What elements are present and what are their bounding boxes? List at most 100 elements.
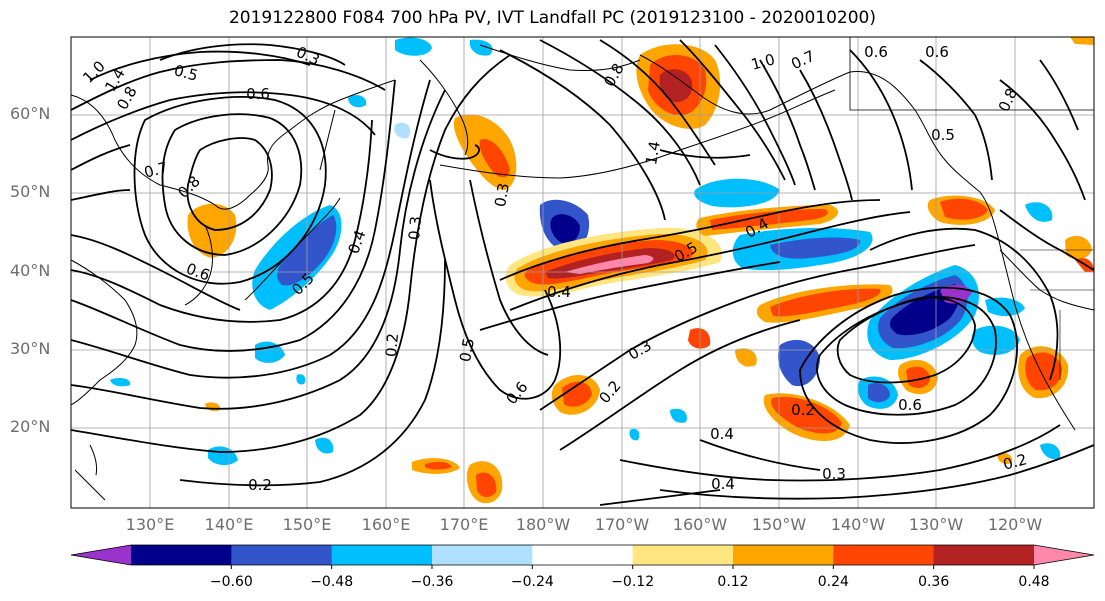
contour-line bbox=[1039, 59, 1079, 131]
longitude-label: 170°W bbox=[594, 515, 650, 534]
aleutian-chain bbox=[439, 89, 836, 179]
contour-line bbox=[429, 179, 562, 400]
contour-label: 1.0 bbox=[749, 50, 777, 74]
contour-line bbox=[89, 50, 311, 81]
colorbar-segment bbox=[833, 545, 935, 565]
contour-label: 1.4 bbox=[642, 140, 664, 167]
contour-line bbox=[469, 179, 549, 356]
contour-line bbox=[539, 244, 976, 411]
coastlines bbox=[71, 37, 1094, 501]
contour-line bbox=[559, 319, 801, 451]
korea-coastline bbox=[184, 224, 213, 306]
colorbar-segment bbox=[331, 545, 433, 565]
colorbar-extend-low bbox=[71, 545, 131, 565]
longitude-label: 160°E bbox=[361, 515, 411, 534]
contour-label: 0.3 bbox=[491, 182, 513, 209]
contour-line bbox=[599, 39, 716, 166]
colorbar-segment bbox=[632, 545, 734, 565]
latitude-label: 40°N bbox=[10, 261, 51, 280]
positive-anomaly bbox=[476, 472, 497, 498]
grid-lines bbox=[71, 37, 1094, 508]
contour-line bbox=[159, 43, 346, 66]
negative-anomaly bbox=[469, 39, 493, 56]
latitude-label: 30°N bbox=[10, 339, 51, 358]
alaska-coastline bbox=[639, 54, 1076, 431]
negative-anomaly bbox=[1025, 202, 1053, 222]
contour-line bbox=[71, 59, 386, 111]
contour-label: 0.2 bbox=[791, 401, 815, 419]
negative-anomaly bbox=[255, 341, 285, 363]
contour-label: 0.6 bbox=[925, 43, 949, 61]
colorbar-segment bbox=[432, 545, 533, 565]
contour-line bbox=[479, 261, 781, 331]
positive-anomaly bbox=[1025, 352, 1062, 391]
positive-anomaly bbox=[710, 209, 828, 230]
colorbar bbox=[70, 544, 1095, 569]
contour-label: 0.2 bbox=[248, 476, 272, 494]
map-title: 2019122800 F084 700 hPa PV, IVT Landfall… bbox=[228, 8, 876, 28]
colorbar-tick-label: 0.36 bbox=[918, 574, 950, 590]
contour-line bbox=[429, 144, 481, 160]
japan-coastline bbox=[244, 197, 341, 301]
colorbar-segment bbox=[933, 545, 1035, 565]
contour-line bbox=[71, 54, 511, 453]
colorbar-tick-label: −0.60 bbox=[209, 574, 253, 590]
negative-anomaly bbox=[778, 339, 820, 387]
negative-anomaly bbox=[550, 214, 580, 244]
positive-anomaly bbox=[940, 198, 988, 220]
negative-anomaly bbox=[296, 374, 306, 385]
kamchatka-coastline bbox=[419, 59, 469, 156]
state-border bbox=[1020, 249, 1094, 380]
contour-label: 0.5 bbox=[931, 126, 955, 144]
positive-anomaly bbox=[425, 461, 452, 470]
contour-label: 0.6 bbox=[246, 85, 270, 103]
positive-anomaly bbox=[688, 328, 711, 349]
contour-line bbox=[499, 49, 666, 221]
positive-anomaly bbox=[659, 69, 693, 103]
contour-line bbox=[161, 113, 303, 256]
contour-line bbox=[799, 286, 1018, 444]
sakhalin-coastline bbox=[319, 109, 336, 171]
contour-line bbox=[599, 489, 721, 506]
positive-anomaly bbox=[1065, 235, 1092, 260]
negative-anomaly bbox=[348, 95, 367, 108]
contour-line bbox=[849, 49, 913, 191]
latitude-label: 20°N bbox=[10, 417, 51, 436]
contour-line bbox=[186, 137, 273, 231]
contour-line bbox=[799, 69, 853, 201]
colorbar-tick-label: 0.12 bbox=[717, 574, 749, 590]
positive-anomaly bbox=[565, 255, 654, 274]
contour-line bbox=[133, 96, 327, 285]
longitude-label: 130°E bbox=[125, 515, 175, 534]
asia-coastline bbox=[71, 79, 396, 210]
contour-line bbox=[71, 234, 241, 311]
longitude-label: 140°E bbox=[204, 515, 254, 534]
contour-label: 0.6 bbox=[864, 43, 888, 61]
contour-line bbox=[999, 209, 1094, 271]
longitude-label: 120°W bbox=[987, 515, 1043, 534]
contour-line bbox=[179, 259, 446, 487]
contour-label: 0.2 bbox=[1001, 450, 1029, 474]
contour-label: 0.4 bbox=[547, 283, 571, 301]
contour-label: 0.4 bbox=[711, 475, 735, 493]
contour-line bbox=[679, 39, 786, 181]
colorbar-segment bbox=[532, 545, 634, 565]
colorbar-segment bbox=[733, 545, 834, 565]
contour-line bbox=[71, 189, 131, 201]
contour-label: 0.4 bbox=[710, 425, 734, 443]
contour-line bbox=[659, 149, 751, 159]
contour-line bbox=[71, 91, 376, 141]
contour-line bbox=[499, 199, 881, 281]
colorbar-tick-label: −0.12 bbox=[611, 574, 655, 590]
negative-anomaly bbox=[868, 383, 890, 403]
positive-anomaly bbox=[479, 139, 510, 178]
negative-anomaly bbox=[629, 428, 640, 441]
contour-line bbox=[71, 89, 446, 410]
contour-line bbox=[816, 296, 997, 416]
contour-label: 0.5 bbox=[172, 61, 200, 85]
colorbar-segment bbox=[131, 545, 232, 565]
contour-label: 0.2 bbox=[382, 332, 402, 357]
negative-anomaly bbox=[395, 37, 432, 56]
contour-line bbox=[71, 79, 431, 379]
contour-label: 0.6 bbox=[898, 396, 922, 414]
